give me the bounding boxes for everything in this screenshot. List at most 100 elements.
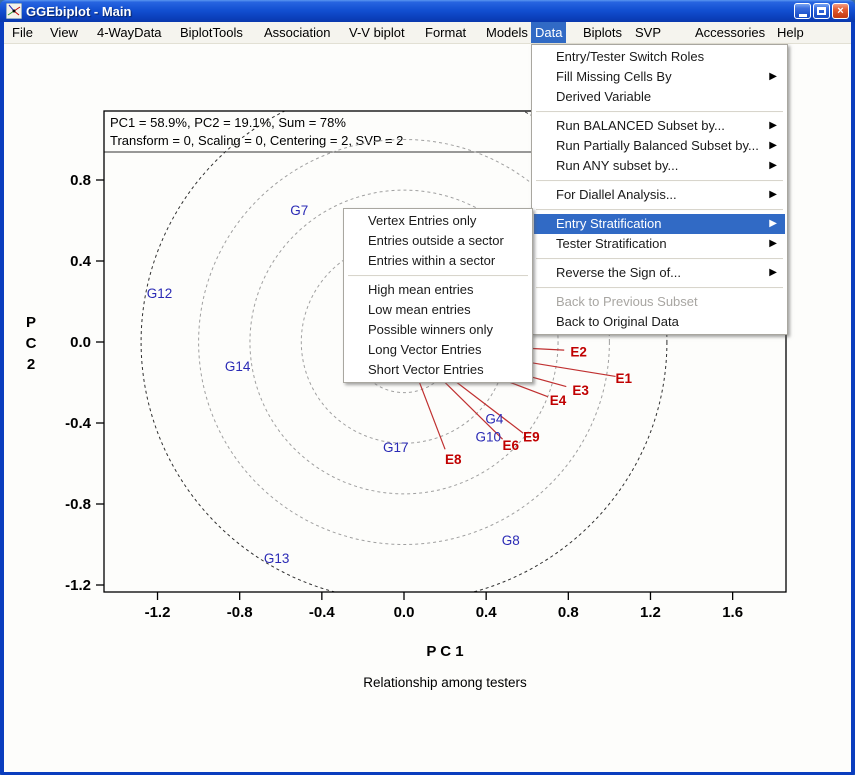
x-tick-label: -1.2 [145, 604, 171, 621]
x-tick-label: -0.8 [227, 604, 253, 621]
menu-item-entries-outside-a-sector[interactable]: Entries outside a sector [346, 231, 530, 251]
menu-item-label: Tester Stratification [556, 236, 667, 251]
submenu-arrow-icon: ▶ [769, 267, 777, 278]
menu-item-possible-winners-only[interactable]: Possible winners only [346, 320, 530, 340]
menu-item-entries-within-a-sector[interactable]: Entries within a sector [346, 251, 530, 271]
y-tick-label: -1.2 [65, 577, 91, 594]
entry-label-G13: G13 [264, 551, 290, 566]
y-axis-title: 2 [27, 356, 35, 373]
submenu-arrow-icon: ▶ [769, 140, 777, 151]
title-bar: GGEbiplot - Main × [0, 0, 855, 22]
menu-item-label: Vertex Entries only [368, 213, 477, 228]
menu-item-run-balanced-subset-by-[interactable]: Run BALANCED Subset by... ▶ [534, 116, 785, 136]
menubar-item-help[interactable]: Help [777, 25, 804, 40]
entry-label-G12: G12 [147, 286, 173, 301]
menu-item-label: Entry Stratification [556, 216, 662, 231]
menubar-item-file[interactable]: File [12, 25, 33, 40]
x-tick-label: 1.2 [640, 604, 661, 621]
menu-item-label: Entry/Tester Switch Roles [556, 49, 705, 64]
entry-label-G17: G17 [383, 440, 409, 455]
entry-label-G8: G8 [502, 533, 520, 548]
menu-separator [536, 283, 783, 292]
menubar-item-accessories[interactable]: Accessories [695, 25, 766, 40]
menubar-item-view[interactable]: View [50, 25, 78, 40]
y-tick-label: 0.4 [70, 253, 92, 270]
submenu-arrow-icon: ▶ [769, 218, 777, 229]
entry-stratification-submenu: Vertex Entries only Entries outside a sec… [343, 208, 533, 383]
menu-item-label: Possible winners only [368, 322, 494, 337]
y-axis-title: P [26, 314, 36, 331]
menu-item-for-diallel-analysis-[interactable]: For Diallel Analysis... ▶ [534, 185, 785, 205]
tester-label-E6: E6 [503, 438, 520, 453]
y-tick-label: -0.8 [65, 496, 91, 513]
menu-separator [536, 176, 783, 185]
menubar-item-models[interactable]: Models [486, 25, 528, 40]
window-title: GGEbiplot - Main [26, 3, 132, 19]
y-axis-title: C [26, 335, 37, 352]
submenu-arrow-icon: ▶ [769, 189, 777, 200]
gray-circle [198, 139, 610, 545]
menu-item-label: Entries within a sector [368, 253, 496, 268]
plot-frame [103, 110, 787, 593]
menubar-item-format[interactable]: Format [425, 25, 467, 40]
submenu-arrow-icon: ▶ [769, 120, 777, 131]
menu-item-long-vector-entries[interactable]: Long Vector Entries [346, 340, 530, 360]
menu-item-label: Low mean entries [368, 302, 471, 317]
x-tick-label: 0.8 [558, 604, 579, 621]
menu-separator [536, 107, 783, 116]
menubar-item-association[interactable]: Association [264, 25, 331, 40]
menu-item-label: Back to Previous Subset [556, 294, 698, 309]
menu-separator [536, 205, 783, 214]
x-tick-label: -0.4 [309, 604, 336, 621]
menu-separator [348, 271, 528, 280]
chart-caption: Relationship among testers [363, 675, 527, 690]
menu-item-short-vector-entries[interactable]: Short Vector Entries [346, 360, 530, 380]
maximize-icon [817, 7, 826, 15]
close-button[interactable]: × [832, 3, 849, 19]
menu-item-back-to-original-data[interactable]: Back to Original Data [534, 312, 785, 332]
gray-circle [249, 189, 559, 495]
menu-item-label: Long Vector Entries [368, 342, 482, 357]
submenu-arrow-icon: ▶ [769, 238, 777, 249]
menu-item-label: Run BALANCED Subset by... [556, 118, 725, 133]
menu-item-run-partially-balanced-subset-by-[interactable]: Run Partially Balanced Subset by... ▶ [534, 136, 785, 156]
x-tick-label: 0.0 [394, 604, 415, 621]
entry-label-G4: G4 [485, 411, 504, 426]
menu-item-entry-tester-switch-roles[interactable]: Entry/Tester Switch Roles [534, 47, 785, 67]
annotation-line: PC1 = 58.9%, PC2 = 19.1%, Sum = 78% [110, 115, 346, 130]
menu-item-low-mean-entries[interactable]: Low mean entries [346, 300, 530, 320]
minimize-icon [798, 13, 807, 17]
menu-item-derived-variable[interactable]: Derived Variable [534, 87, 785, 107]
menu-item-high-mean-entries[interactable]: High mean entries [346, 280, 530, 300]
menubar-item-svp[interactable]: SVP [635, 25, 662, 40]
tester-label-E3: E3 [572, 383, 589, 398]
menu-item-fill-missing-cells-by[interactable]: Fill Missing Cells By ▶ [534, 67, 785, 87]
entry-label-G10: G10 [475, 430, 501, 445]
menubar-item-v-v-biplot[interactable]: V-V biplot [349, 25, 405, 40]
menubar-item-biplots[interactable]: Biplots [583, 25, 623, 40]
minimize-button[interactable] [794, 3, 811, 19]
x-axis-title: P C 1 [426, 643, 463, 660]
x-tick-label: 0.4 [476, 604, 498, 621]
menu-item-tester-stratification[interactable]: Tester Stratification ▶ [534, 234, 785, 254]
data-menu-dropdown: Entry/Tester Switch Roles Fill Missing Ce… [531, 44, 788, 335]
menu-item-run-any-subset-by-[interactable]: Run ANY subset by... ▶ [534, 156, 785, 176]
annotation-line: Transform = 0, Scaling = 0, Centering = … [110, 133, 403, 148]
maximize-button[interactable] [813, 3, 830, 19]
menubar-item-data[interactable]: Data [531, 22, 567, 43]
menu-item-label: Run ANY subset by... [556, 158, 679, 173]
menu-bar: File View 4-WayData BiplotTools Association V… [4, 22, 851, 44]
menu-item-vertex-entries-only[interactable]: Vertex Entries only [346, 211, 530, 231]
menubar-item-4-waydata[interactable]: 4-WayData [97, 25, 162, 40]
menu-item-entry-stratification[interactable]: Entry Stratification ▶ [534, 214, 785, 234]
entry-label-G7: G7 [290, 203, 308, 218]
menubar-item-biplottools[interactable]: BiplotTools [180, 25, 243, 40]
menu-item-label: Entries outside a sector [368, 233, 504, 248]
menu-item-reverse-the-sign-of-[interactable]: Reverse the Sign of... ▶ [534, 263, 785, 283]
menu-item-label: Short Vector Entries [368, 362, 484, 377]
tester-label-E2: E2 [570, 345, 587, 360]
app-icon [5, 2, 23, 20]
menu-separator [536, 254, 783, 263]
submenu-arrow-icon: ▶ [769, 160, 777, 171]
